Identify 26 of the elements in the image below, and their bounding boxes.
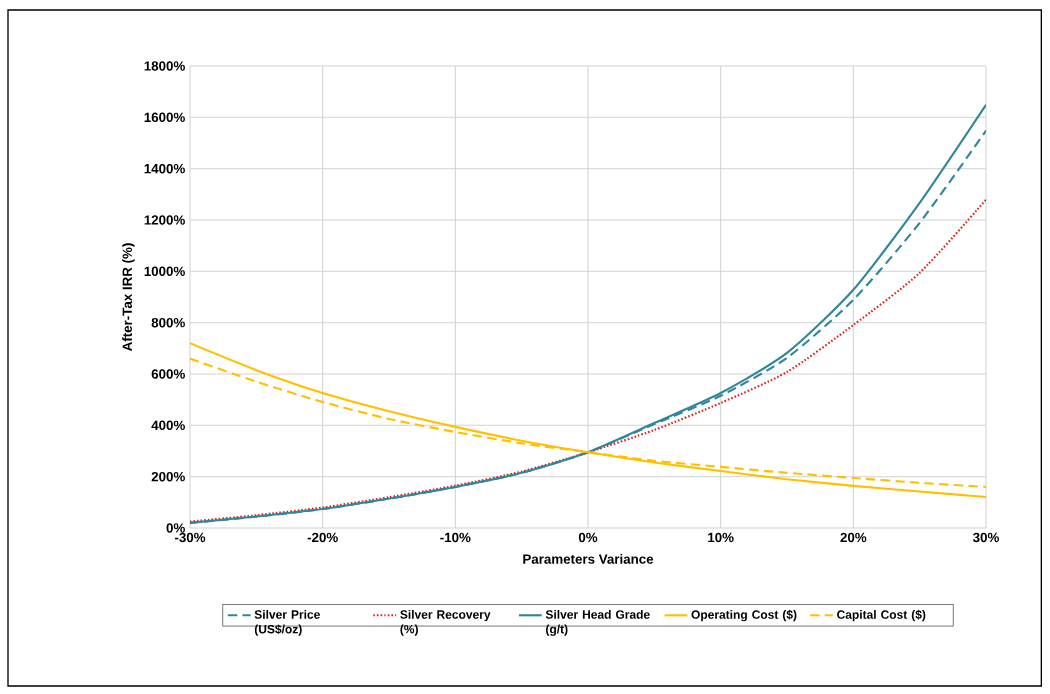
- x-tick-label: 10%: [708, 532, 734, 543]
- x-axis-title: Parameters Variance: [523, 553, 654, 564]
- y-tick-label: 200%: [151, 471, 185, 482]
- x-tick-label: 30%: [972, 532, 999, 543]
- x-tick-label: 20%: [840, 532, 867, 543]
- y-tick-label: 1200%: [144, 215, 185, 225]
- y-tick-label: 1400%: [144, 163, 185, 174]
- legend-label: Silver Recovery (%): [400, 609, 491, 636]
- legend-label: Silver Head Grade (g/t): [545, 609, 650, 636]
- legend-label: Silver Price (US$/oz): [254, 609, 320, 636]
- y-tick-label: 1600%: [144, 112, 185, 123]
- y-tick-label: 1800%: [144, 61, 185, 71]
- x-tick-label: -30%: [174, 532, 206, 543]
- line-series: [190, 198, 986, 523]
- x-tick-label: 0%: [578, 532, 598, 543]
- legend-label: Capital Cost ($): [837, 609, 926, 622]
- y-axis-title: After-Tax IRR (%): [122, 243, 135, 351]
- y-tick-label: 600%: [151, 369, 185, 379]
- y-tick-label: 400%: [151, 420, 185, 431]
- x-tick-label: -10%: [440, 532, 471, 543]
- legend-label: Operating Cost ($): [691, 609, 797, 622]
- y-tick-label: 800%: [151, 317, 185, 328]
- y-tick-label: 1000%: [144, 266, 185, 277]
- x-tick-label: -20%: [307, 532, 338, 543]
- y-tick-label: 0%: [166, 523, 185, 533]
- line-series: [190, 342, 986, 499]
